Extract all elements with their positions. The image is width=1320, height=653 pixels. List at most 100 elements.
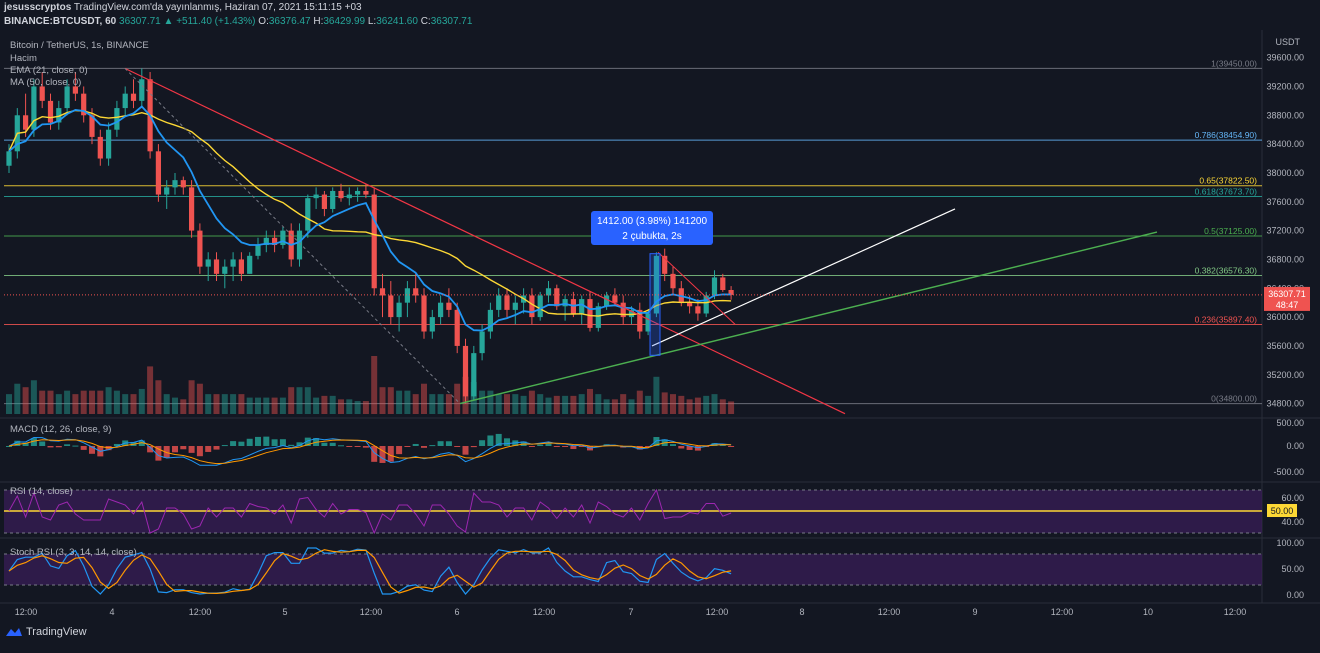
volume-bar — [138, 388, 145, 414]
macd-histogram-bar — [55, 446, 62, 448]
macd-histogram-bar — [570, 446, 577, 450]
candle-body — [413, 288, 419, 296]
macd-tick: 500.00 — [1276, 418, 1304, 428]
volume-bar — [354, 401, 361, 414]
candle-body — [379, 288, 386, 296]
price-tick: 36800.00 — [1266, 254, 1304, 264]
macd-histogram-bar — [470, 446, 477, 448]
candle-body — [662, 255, 668, 274]
tradingview-logo-icon — [6, 628, 22, 636]
rsi-line — [8, 488, 732, 535]
stoch-tick: 0.00 — [1286, 590, 1304, 600]
volume-bar — [429, 394, 436, 414]
macd-histogram-bar — [288, 444, 295, 446]
volume-bar — [155, 380, 162, 414]
macd-signal-line — [8, 439, 732, 465]
candle-body — [653, 255, 659, 314]
macd-histogram-bar — [454, 446, 461, 447]
rsi-mid-badge-text: 50.00 — [1271, 506, 1294, 516]
macd-histogram-bar — [255, 436, 261, 446]
time-tick: 4 — [109, 607, 114, 617]
volume-bar — [454, 383, 461, 414]
legend-ma[interactable]: MA (50, close, 0) — [10, 77, 82, 88]
ema21-line — [8, 105, 732, 332]
publish-line: jesusscryptos TradingView.com'da yayınla… — [4, 2, 362, 13]
volume-bar — [14, 383, 21, 414]
macd-histogram-bar — [279, 439, 286, 446]
volume-bar — [30, 380, 37, 414]
candle-body — [728, 289, 734, 295]
price-tick: 38400.00 — [1266, 139, 1304, 149]
stoch-tick: 50.00 — [1281, 564, 1304, 574]
candle-body — [462, 345, 469, 397]
volume-bar — [611, 399, 618, 414]
volume-bar — [470, 382, 477, 414]
volume-bar — [97, 390, 104, 414]
candle-body — [645, 313, 651, 332]
price-tick: 39200.00 — [1266, 81, 1304, 91]
volume-bar — [163, 394, 170, 414]
macd-histogram-bar — [495, 433, 502, 446]
trendline-red — [124, 67, 846, 415]
volume-bar — [379, 387, 386, 414]
candle-body — [346, 194, 352, 199]
price-axis-unit: USDT — [1276, 37, 1301, 47]
legend-macd[interactable]: MACD (12, 26, close, 9) — [10, 424, 112, 435]
measure-tooltip-box — [591, 211, 713, 245]
measure-tooltip-line1: 1412.00 (3.98%) 141200 — [597, 216, 708, 227]
time-tick: 9 — [972, 607, 977, 617]
legend-ema[interactable]: EMA (21, close, 0) — [10, 65, 88, 76]
macd-histogram-bar — [230, 441, 237, 446]
volume-bar — [495, 394, 502, 414]
last-price-value: 36307.71 — [1268, 289, 1306, 299]
candle-body — [222, 266, 228, 274]
trendline-dashed — [124, 68, 461, 404]
price-tick: 39600.00 — [1266, 53, 1304, 63]
volume-bar — [528, 390, 535, 414]
candle-body — [604, 295, 610, 307]
candle-body — [512, 302, 518, 310]
volume-bar — [504, 394, 510, 414]
candle-body — [388, 295, 394, 318]
candle-body — [6, 151, 12, 166]
price-tick: 38000.00 — [1266, 168, 1304, 178]
macd-histogram-bar — [47, 446, 54, 448]
macd-histogram-bar — [678, 446, 685, 449]
volume-bar — [445, 394, 452, 414]
macd-histogram-bar — [528, 446, 535, 447]
trendline-white — [651, 208, 956, 347]
volume-bar — [479, 390, 486, 414]
volume-bar — [562, 395, 569, 414]
macd-histogram-bar — [354, 446, 361, 447]
macd-histogram-bar — [645, 446, 652, 447]
volume-bar — [263, 397, 270, 414]
volume-bar — [213, 394, 220, 414]
candle-body — [238, 259, 244, 274]
chart-title[interactable]: Bitcoin / TetherUS, 1s, BINANCE — [10, 40, 149, 51]
ohlc-high-label: H: — [313, 16, 324, 27]
candle-body — [587, 299, 593, 328]
ohlc-open-label: O: — [258, 16, 269, 27]
volume-bar — [205, 394, 212, 414]
legend-stoch[interactable]: Stoch RSI (3, 3, 14, 14, close) — [10, 547, 137, 558]
macd-histogram-bar — [421, 446, 427, 448]
brand[interactable]: TradingView — [6, 626, 87, 638]
candle-body — [612, 295, 618, 303]
macd-histogram-bar — [39, 441, 46, 446]
legend-rsi[interactable]: RSI (14, close) — [10, 486, 73, 497]
macd-histogram-bar — [504, 438, 510, 446]
macd-histogram-bar — [263, 436, 270, 446]
price-tick: 37600.00 — [1266, 197, 1304, 207]
macd-histogram-bar — [719, 444, 726, 446]
candle-body — [139, 79, 145, 101]
trendline-small-red — [657, 251, 736, 325]
macd-histogram-bar — [246, 438, 253, 446]
legend-volume[interactable]: Hacim — [10, 53, 37, 64]
volume-bar — [412, 394, 419, 414]
candle-body — [720, 277, 726, 290]
volume-bar — [147, 366, 154, 414]
time-tick: 12:00 — [360, 607, 383, 617]
ohlc-low-label: L: — [367, 16, 377, 27]
